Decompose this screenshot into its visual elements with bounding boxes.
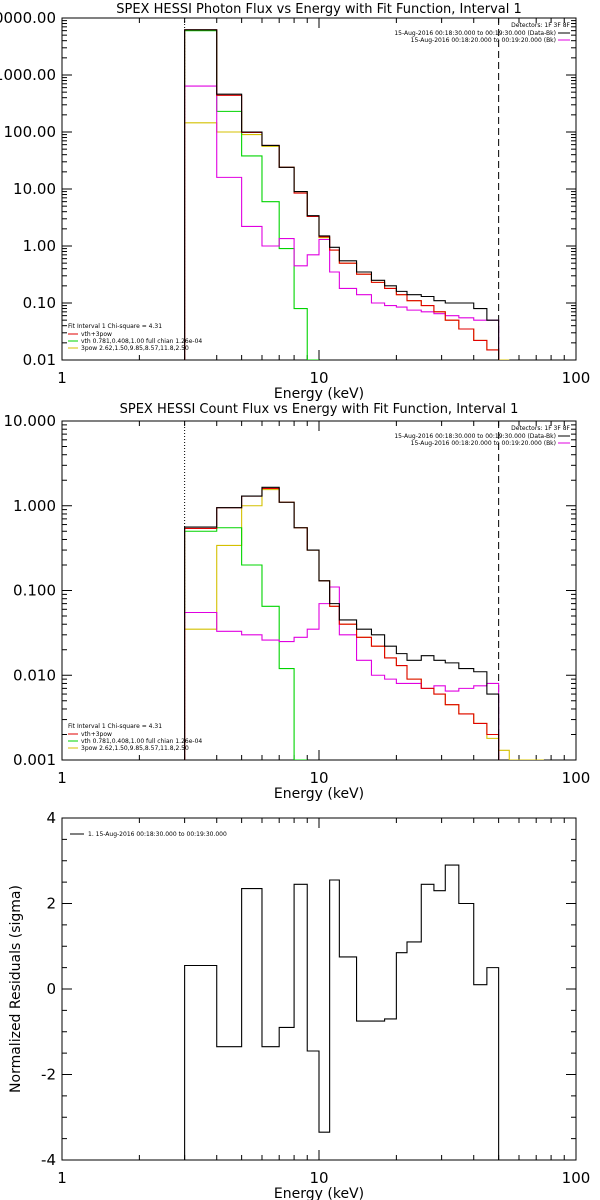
legend-header: Fit Interval 1 Chi-square = 4.31	[68, 723, 162, 730]
x-axis-label: Energy (keV)	[274, 786, 364, 802]
x-axis: 1 10 100	[57, 18, 590, 387]
legend-entry-label: 15-Aug-2016 00:18:30.000 to 00:19:30.000…	[394, 30, 556, 37]
series-residuals-line	[184, 864, 500, 1160]
y-tick-label: 4	[46, 809, 56, 827]
chart-photon: SPEX HESSI Photon Flux vs Energy with Fi…	[0, 2, 590, 402]
y-axis-label: Normalized Residuals (sigma)	[8, 885, 24, 1093]
legend-entry-label: vth+3pow	[81, 331, 112, 338]
chart-title: SPEX HESSI Count Flux vs Energy with Fit…	[120, 402, 519, 417]
y-tick-label: 0.10	[23, 294, 56, 312]
series-model-line	[184, 29, 500, 360]
series-background-line	[184, 85, 500, 360]
legend-entry-label: 3pow 2.62,1.50,9.85,8.57,11.8,2.50	[81, 345, 189, 352]
x-tick-label: 1	[57, 769, 67, 787]
y-tick-label: 0.100	[13, 582, 56, 600]
chart-count: SPEX HESSI Count Flux vs Energy with Fit…	[4, 402, 591, 802]
chart-residuals: 1 10 100 Energy (keV) -4 -2 0 2 4 Normalized Resi…	[8, 809, 590, 1200]
y-tick-label: 100.00	[4, 123, 57, 141]
legend-header: Detectors: 1F 3F 8F	[511, 22, 570, 29]
y-tick-label: -4	[41, 1151, 56, 1169]
legend-entry-label: 3pow 2.62,1.50,9.85,8.57,11.8,2.50	[81, 745, 189, 752]
legend-header: Detectors: 1F 3F 8F	[511, 425, 570, 432]
y-tick-label: 0.010	[13, 666, 56, 684]
x-tick-label: 100	[562, 1169, 591, 1187]
y-axis: 0.001 0.010 0.100 1.000 10.000	[4, 412, 576, 769]
x-axis: 1 10 100	[57, 818, 590, 1187]
plot-area	[184, 421, 544, 760]
series-model-line	[184, 487, 500, 760]
plot-area	[184, 864, 500, 1160]
x-axis: 1 10 100	[57, 421, 590, 787]
bottom-left-legend: Fit Interval 1 Chi-square = 4.31vth+3pow…	[68, 323, 202, 352]
y-tick-label: 10000.00	[0, 9, 56, 27]
x-tick-label: 10	[309, 769, 328, 787]
legend-header: Fit Interval 1 Chi-square = 4.31	[68, 323, 162, 330]
legend-entry-label: vth+3pow	[81, 731, 112, 738]
x-axis-label: Energy (keV)	[274, 1186, 364, 1200]
x-axis-label: Energy (keV)	[274, 386, 364, 402]
y-tick-label: 1.000	[13, 497, 56, 515]
y-axis: -4 -2 0 2 4	[41, 809, 576, 1169]
legend-entry-label: vth 0.781,0.408,1.00 full chian 1.26e-04	[81, 738, 202, 745]
y-tick-label: 10.00	[13, 180, 56, 198]
chart-title: SPEX HESSI Photon Flux vs Energy with Fi…	[116, 2, 522, 17]
x-tick-label: 10	[309, 1169, 328, 1187]
x-tick-label: 1	[57, 369, 67, 387]
legend: 1. 15-Aug-2016 00:18:30.000 to 00:19:30.…	[70, 831, 227, 838]
series-data-line	[184, 29, 500, 360]
y-tick-label: 1.00	[23, 237, 56, 255]
legend-entry-label: 1. 15-Aug-2016 00:18:30.000 to 00:19:30.…	[88, 831, 227, 838]
series-background-line	[184, 586, 500, 760]
legend-entry-label: 15-Aug-2016 00:18:30.000 to 00:19:30.000…	[394, 433, 556, 440]
y-tick-label: 0.01	[23, 351, 56, 369]
legend-entry-label: 15-Aug-2016 00:18:20.000 to 00:19:20.000…	[411, 37, 556, 44]
series-data-line	[184, 486, 500, 760]
y-tick-label: 0	[46, 980, 56, 998]
legend-entry-label: 15-Aug-2016 00:18:20.000 to 00:19:20.000…	[411, 440, 556, 447]
series-pow-line	[184, 122, 510, 360]
series-vth-line	[184, 30, 319, 360]
plot-area	[184, 18, 510, 360]
series-pow-line	[184, 489, 544, 760]
y-tick-label: 10.000	[4, 412, 57, 430]
y-tick-label: -2	[41, 1066, 56, 1084]
x-tick-label: 100	[562, 769, 591, 787]
y-tick-label: 0.001	[13, 751, 56, 769]
y-tick-label: 2	[46, 895, 56, 913]
y-axis: 0.01 0.10 1.00 10.00 100.00 1000.00 10000.00	[0, 9, 576, 369]
x-tick-label: 10	[309, 369, 328, 387]
x-tick-label: 100	[562, 369, 591, 387]
legend-entry-label: vth 0.781,0.408,1.00 full chian 1.26e-04	[81, 338, 202, 345]
x-tick-label: 1	[57, 1169, 67, 1187]
series-vth-line	[184, 527, 308, 760]
bottom-left-legend: Fit Interval 1 Chi-square = 4.31vth+3pow…	[68, 723, 202, 752]
y-tick-label: 1000.00	[0, 66, 56, 84]
